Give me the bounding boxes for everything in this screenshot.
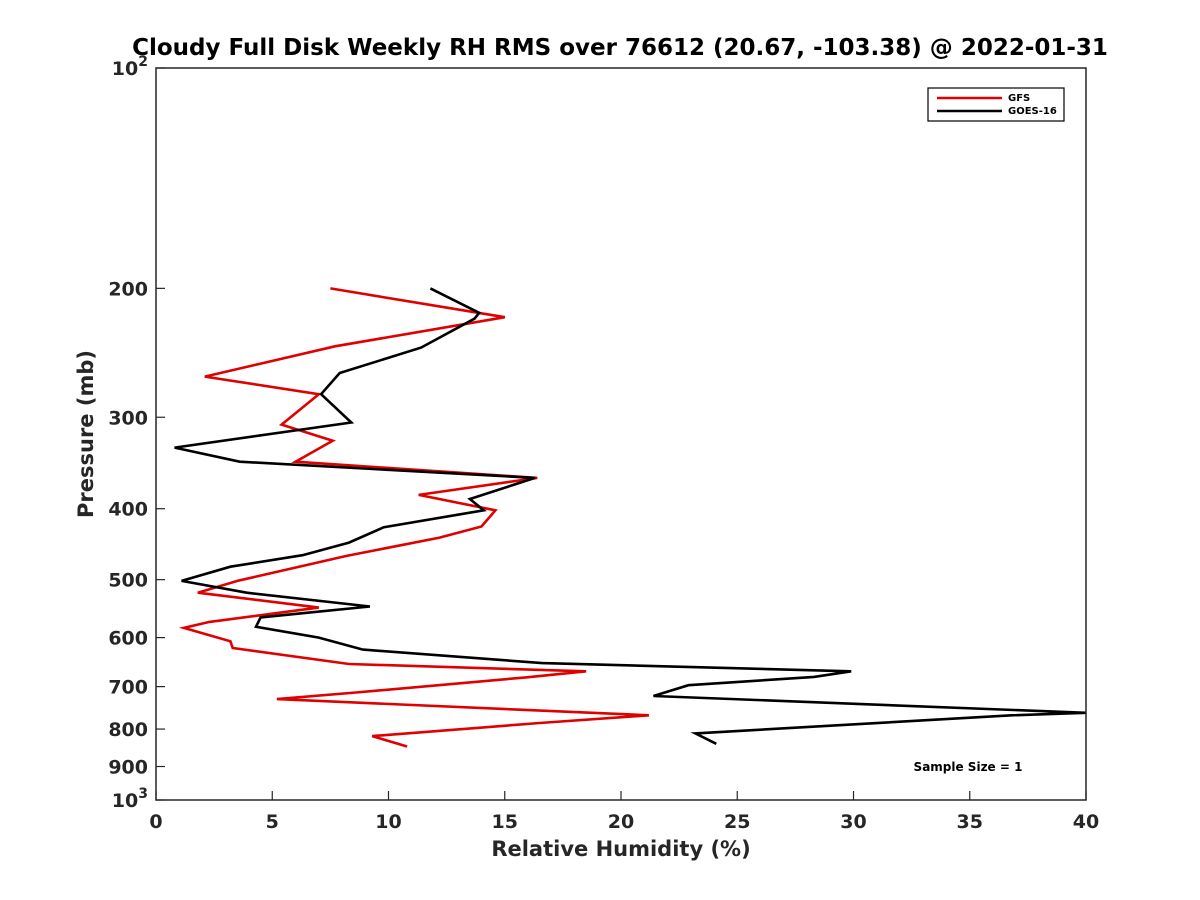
x-tick-label: 30	[840, 811, 866, 833]
y-tick-label: 600	[108, 628, 148, 650]
chart: Cloudy Full Disk Weekly RH RMS over 7661…	[0, 0, 1200, 900]
x-tick-labels: 0 5 10 15 20 25 30 35 40	[149, 811, 1099, 833]
series-layer	[175, 288, 1086, 746]
tick-marks	[156, 68, 1086, 800]
x-axis-label: Relative Humidity (%)	[491, 837, 750, 861]
x-tick-label: 35	[957, 811, 983, 833]
x-tick-label: 15	[492, 811, 518, 833]
x-tick-label: 25	[724, 811, 750, 833]
series-line-gfs	[184, 288, 649, 746]
x-tick-label: 20	[608, 811, 634, 833]
chart-title: Cloudy Full Disk Weekly RH RMS over 7661…	[132, 35, 1108, 61]
legend-label-gfs: GFS	[1008, 93, 1030, 104]
legend: GFS GOES-16	[928, 88, 1064, 121]
y-tick-label: 102	[112, 54, 148, 80]
legend-label-goes16: GOES-16	[1008, 106, 1057, 117]
y-axis-label: Pressure (mb)	[74, 350, 98, 518]
y-tick-label: 103	[112, 786, 148, 812]
sample-size-annotation: Sample Size = 1	[914, 760, 1023, 774]
y-tick-label: 700	[108, 677, 148, 699]
x-tick-label: 0	[149, 811, 162, 833]
series-line-goes16	[175, 288, 1086, 743]
y-tick-label: 400	[108, 499, 148, 521]
y-tick-label: 800	[108, 719, 148, 741]
y-tick-labels: 102 200 300 400 500 600 700 800 900 103	[108, 54, 148, 812]
x-tick-label: 40	[1073, 811, 1099, 833]
x-tick-label: 10	[375, 811, 401, 833]
y-tick-label: 300	[108, 407, 148, 429]
y-tick-label: 900	[108, 757, 148, 779]
y-tick-label: 200	[108, 278, 148, 300]
x-tick-label: 5	[266, 811, 279, 833]
plot-frame	[156, 68, 1086, 800]
y-tick-label: 500	[108, 570, 148, 592]
